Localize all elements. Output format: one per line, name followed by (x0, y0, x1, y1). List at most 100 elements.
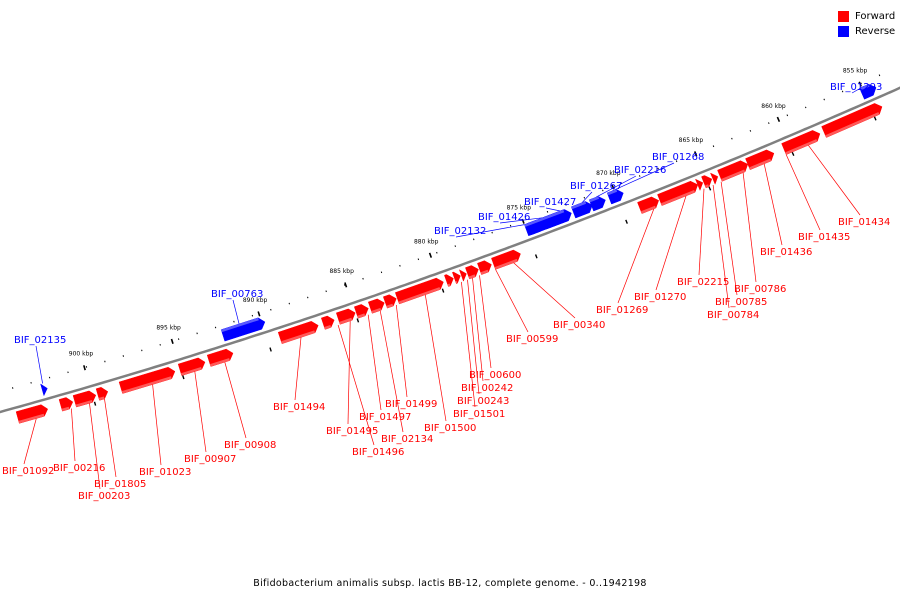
minor-tick (270, 308, 272, 311)
gene-bif-00786 (717, 160, 749, 182)
major-tick (693, 151, 698, 157)
tick-label: 875 kbp (507, 205, 532, 212)
minor-tick (804, 106, 807, 109)
leader-line (763, 163, 783, 246)
gene-arrow-body (458, 269, 467, 282)
leader-line (467, 279, 480, 395)
gene-arrow-body (177, 357, 206, 376)
gene-label: BIF_01426 (478, 212, 530, 223)
gene-label: BIF_00599 (506, 334, 558, 345)
gene-label: BIF_00243 (457, 396, 509, 407)
gene-bif-01435 (781, 130, 821, 155)
minor-tick (417, 258, 420, 261)
minor-tick (399, 264, 401, 267)
gene-arrow-body (588, 196, 606, 212)
gene-label: BIF_00908 (224, 440, 276, 451)
gene-bif-01023 (118, 366, 176, 394)
minor-tick (177, 338, 180, 340)
gene-arrow-body (701, 175, 713, 189)
gene-bif-02135 (40, 383, 48, 397)
reverse-swatch (838, 26, 849, 37)
inner-tick (534, 254, 538, 259)
gene-label: BIF_01500 (424, 423, 476, 434)
gene-bif-00600 (465, 265, 479, 280)
gene-arrow-shade (468, 274, 476, 279)
gene-arrow-shade (641, 205, 656, 214)
gene-arrow-body (524, 209, 571, 237)
gene-bif-01270 (657, 180, 699, 206)
gene-bif-00784 (701, 175, 713, 189)
minor-tick (343, 284, 346, 286)
gene-label: BIF_01494 (273, 402, 325, 413)
major-tick (428, 252, 433, 258)
minor-tick (325, 290, 327, 293)
inner-tick (708, 186, 712, 191)
leader-line (294, 337, 302, 401)
gene-arrow-body (220, 317, 266, 342)
gene-label: BIF_00785 (715, 297, 767, 308)
gene-label: BIF_02134 (381, 434, 433, 445)
minor-tick (675, 160, 678, 163)
gene-bif-01497 (353, 304, 369, 319)
minor-tick (878, 74, 881, 77)
gene-bif-01501 (444, 274, 454, 287)
minor-tick (85, 366, 88, 368)
leader-line (472, 277, 484, 382)
gene-arrow-body (335, 308, 356, 325)
gene-arrow-shade (825, 112, 880, 138)
gene-label: BIF_01495 (326, 426, 378, 437)
minor-tick (565, 203, 567, 206)
leader-line (808, 144, 861, 216)
tick-label: 865 kbp (679, 137, 704, 144)
leader-line (367, 314, 382, 411)
tick-label: 890 kbp (243, 297, 268, 304)
gene-arrow-body (40, 383, 48, 397)
minor-tick (546, 210, 549, 213)
gene-bif-00216 (58, 397, 74, 412)
gene-label: BIF_00203 (78, 491, 130, 502)
gene-arrow-shade (357, 313, 366, 319)
leader-line (499, 217, 543, 224)
gene-arrow-body (72, 390, 97, 408)
major-tick (521, 218, 525, 224)
gene-bif-01499 (382, 294, 397, 309)
gene-arrow-body (444, 274, 454, 287)
minor-tick (436, 251, 438, 254)
gene-arrow-body (570, 201, 593, 219)
gene-bif-00243 (452, 271, 461, 285)
gene-label: BIF_01427 (524, 197, 576, 208)
leader-line (104, 398, 117, 478)
gene-arrow-shade (494, 258, 518, 270)
minor-tick (307, 296, 309, 299)
leader-line (545, 207, 561, 212)
gene-arrow-shade (571, 201, 587, 210)
gene-label: BIF_01269 (596, 305, 648, 316)
tick-label: 885 kbp (329, 268, 354, 275)
gene-bif-01293 (859, 83, 877, 100)
gene-label: BIF_00600 (469, 370, 521, 381)
gene-arrow-shade (398, 287, 441, 304)
leader-line (785, 154, 821, 231)
major-tick (858, 81, 862, 87)
gene-label: BIF_01293 (830, 82, 882, 93)
leader-line (232, 299, 240, 324)
leader-line (596, 175, 637, 198)
leader-line (513, 262, 576, 319)
gene-bif-01436 (745, 149, 775, 171)
minor-tick (583, 196, 586, 199)
leader-line (337, 324, 375, 446)
gene-bif-02132 (524, 209, 571, 237)
inner-tick (356, 318, 360, 323)
minor-tick (657, 167, 659, 170)
leader-line (224, 362, 247, 439)
gene-label: BIF_01435 (798, 232, 850, 243)
legend-item-reverse: Reverse (838, 24, 895, 39)
gene-arrow-shade (607, 189, 618, 196)
minor-tick (823, 98, 825, 101)
inner-tick (269, 347, 272, 352)
gene-bif-01268 (606, 189, 624, 205)
gene-arrow-body (382, 294, 397, 309)
leader-line (655, 195, 687, 291)
gene-bif-00242 (458, 269, 467, 282)
gene-arrow-shade (589, 196, 600, 203)
